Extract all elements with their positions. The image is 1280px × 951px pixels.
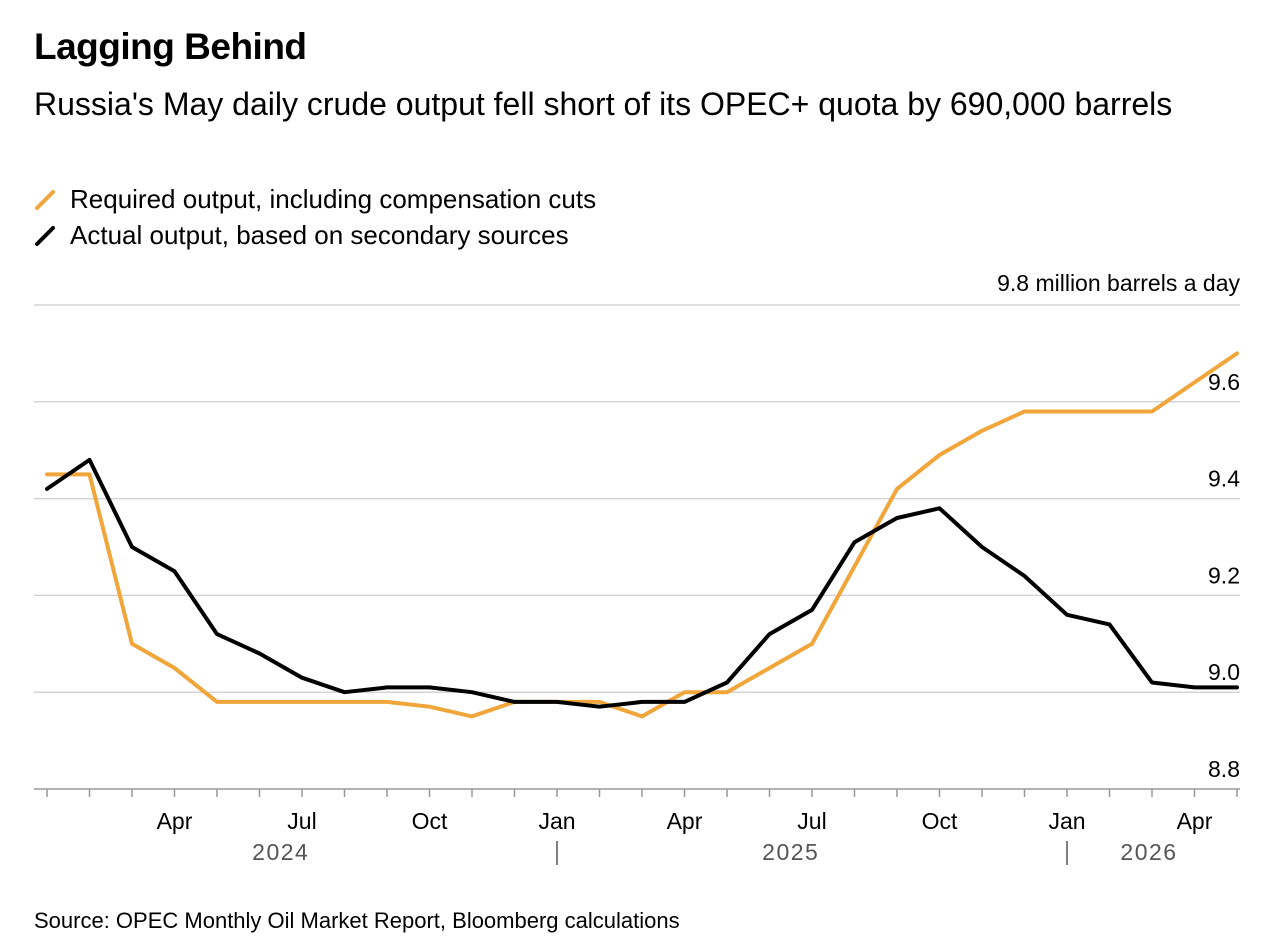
x-tick-label: Apr [1177,808,1213,834]
legend-item-required: Required output, including compensation … [34,184,596,215]
legend-item-actual: Actual output, based on secondary source… [34,220,569,251]
x-tick-label: Jan [538,808,575,834]
x-tick-label: Jan [1048,808,1085,834]
legend-swatch-actual-icon [35,225,55,246]
x-tick-label: Apr [157,808,193,834]
y-tick-label: 9.2 [1208,562,1240,588]
legend-swatch-required-icon [35,189,55,210]
series-line-actual [45,457,1239,709]
chart-subtitle: Russia's May daily crude output fell sho… [34,86,1173,122]
x-year-label: 2024 [252,839,309,865]
series-line-required [45,351,1239,719]
y-tick-label: 9.0 [1208,659,1240,685]
x-tick-label: Jul [287,808,316,834]
x-year-label: 2026 [1120,839,1177,865]
legend-label-actual: Actual output, based on secondary source… [70,220,569,250]
y-axis-unit-label: 9.8 million barrels a day [997,270,1240,296]
legend-label-required: Required output, including compensation … [70,184,597,214]
x-tick-label: Apr [667,808,703,834]
x-tick-label: Oct [922,808,958,834]
x-year-label: 2025 [762,839,819,865]
y-tick-label: 9.4 [1208,466,1240,492]
y-tick-label: 9.6 [1208,369,1240,395]
x-tick-label: Jul [797,808,826,834]
y-tick-label: 8.8 [1208,756,1240,782]
chart-title: Lagging Behind [34,26,307,67]
source-note: Source: OPEC Monthly Oil Market Report, … [34,908,680,933]
x-tick-label: Oct [412,808,448,834]
